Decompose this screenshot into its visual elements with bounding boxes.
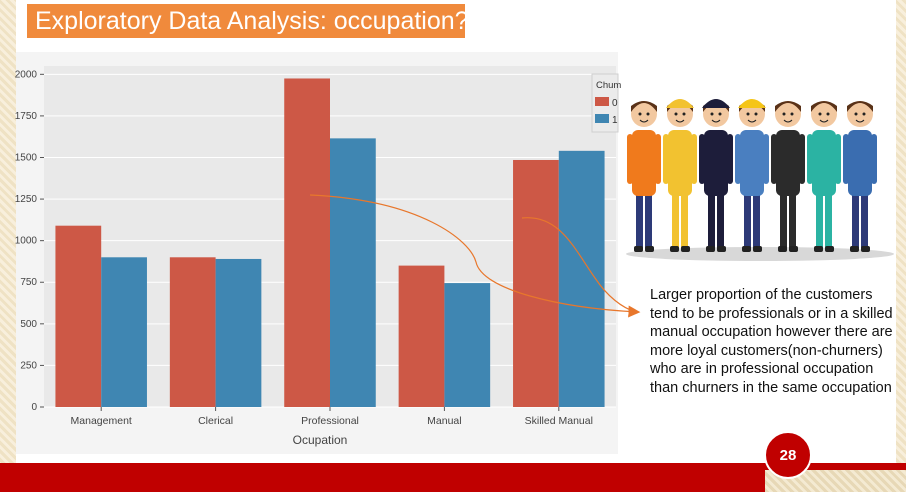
- bar: [55, 225, 102, 407]
- worker-figure: [699, 99, 733, 252]
- y-tick-label: 1500: [15, 152, 38, 163]
- page-number-badge: 28: [764, 431, 812, 479]
- bar: [215, 258, 262, 407]
- y-tick-label: 750: [20, 277, 37, 288]
- y-tick-label: 1000: [15, 236, 38, 247]
- y-tick-label: 1250: [15, 194, 38, 205]
- x-axis-label: Ocupation: [293, 433, 348, 447]
- bar: [330, 138, 376, 408]
- right-texture-edge: [896, 0, 906, 470]
- x-tick-label: Clerical: [198, 415, 233, 427]
- x-tick-label: Skilled Manual: [525, 415, 593, 427]
- slide-title: Exploratory Data Analysis: occupation?: [27, 4, 469, 38]
- arrow-skilled-manual: [521, 217, 637, 313]
- worker-figure: [771, 101, 805, 252]
- y-tick-label: 0: [31, 402, 37, 413]
- bar: [398, 265, 445, 407]
- footer-band: [0, 463, 906, 492]
- y-tick-label: 500: [20, 319, 37, 330]
- y-tick-label: 2000: [15, 69, 38, 80]
- legend-title: Chum: [596, 80, 621, 91]
- legend-swatch: [595, 97, 609, 106]
- bar: [444, 283, 491, 407]
- worker-figure: [627, 101, 661, 252]
- bar: [169, 257, 216, 407]
- bar: [558, 150, 605, 407]
- workers-group-illustration: [626, 99, 894, 261]
- worker-figure: [807, 101, 841, 252]
- bar: [513, 159, 559, 407]
- left-texture-edge: [0, 0, 16, 470]
- worker-figure: [663, 99, 697, 252]
- x-tick-label: Manual: [427, 415, 461, 427]
- bar: [284, 78, 330, 407]
- y-tick-label: 250: [20, 360, 37, 371]
- arrow-professional: [309, 194, 641, 318]
- x-tick-label: Professional: [301, 415, 359, 427]
- worker-figure: [843, 101, 877, 252]
- bar: [101, 257, 147, 407]
- legend-label: 0: [612, 98, 618, 109]
- x-tick-label: Management: [71, 415, 132, 427]
- callout-text: Larger proportion of the customers tend …: [650, 287, 893, 396]
- legend-swatch: [595, 114, 609, 123]
- y-tick-label: 1750: [15, 111, 38, 122]
- legend-label: 1: [612, 115, 618, 126]
- worker-figure: [735, 99, 769, 252]
